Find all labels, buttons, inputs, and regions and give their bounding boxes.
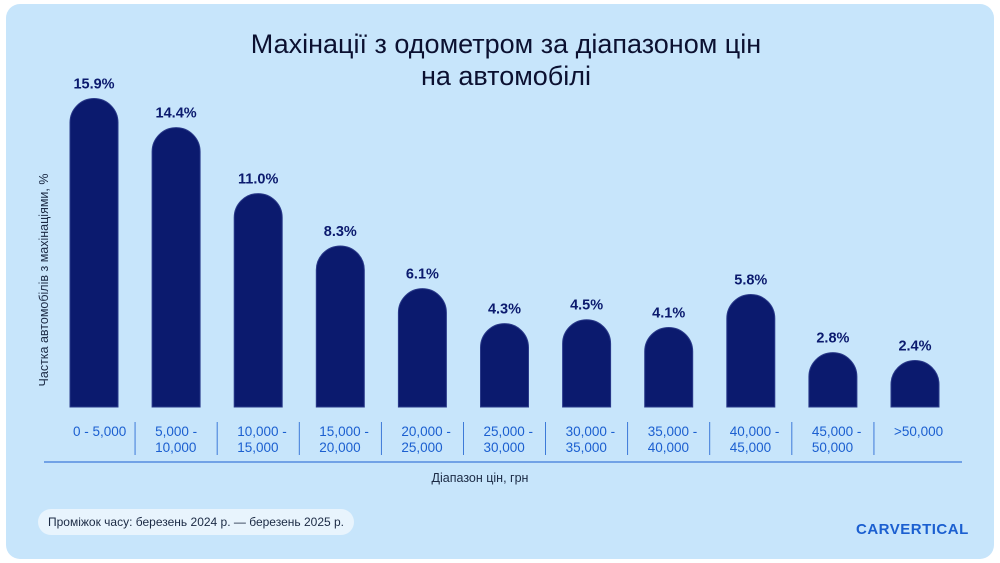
bar [808,352,858,408]
x-tick-label: 15,000 - 20,000 [319,424,369,455]
bar [69,98,119,408]
note: Проміжок часу: березень 2024 р. — березе… [38,509,355,535]
value-label: 8.3% [324,224,357,240]
value-label: 2.4% [898,338,931,354]
x-tick-label: >50,000 [894,424,944,439]
brand-logo: CARVERTICAL [856,521,969,538]
bar [151,127,201,408]
chart-title: Махінації з одометром за діапазоном цін … [250,29,762,91]
x-axis-title: Діапазон цін, грн [432,471,529,485]
value-label: 6.1% [406,267,439,283]
x-tick-label: 10,000 - 15,000 [237,424,287,455]
bar [233,193,283,408]
x-tick-label: 40,000 - 45,000 [729,424,780,455]
value-label: 4.5% [570,298,603,314]
x-tick-label: 20,000 - 25,000 [401,424,451,455]
bar [480,323,529,408]
chart: Діапазон цін, грн Частка автомобілів з м… [37,77,962,485]
x-tick-label: 5,000 - 10,000 [155,424,198,455]
bar [397,288,447,408]
x-tick-label: 25,000 - 30,000 [483,424,534,455]
bar [644,327,694,408]
value-label: 14.4% [156,106,197,122]
value-label: 5.8% [734,272,767,288]
value-label: 4.1% [652,305,685,321]
x-tick-label: 0 - 5,000 [73,424,127,439]
value-label: 4.3% [488,302,521,318]
x-tick-label: 35,000 - 40,000 [647,424,698,455]
x-tick-label: 30,000 - 35,000 [565,424,616,455]
bar [726,294,776,408]
bar [315,245,365,408]
x-tick-label: 45,000 - 50,000 [811,424,862,455]
value-label: 2.8% [816,331,849,347]
bar [562,319,612,408]
value-label: 11.0% [238,172,278,188]
bar [890,360,940,408]
y-axis-title: Частка автомобілів з махінаціями, % [37,174,51,387]
value-label: 15.9% [73,77,114,93]
card: Діапазон цін, грн Частка автомобілів з м… [6,4,994,559]
